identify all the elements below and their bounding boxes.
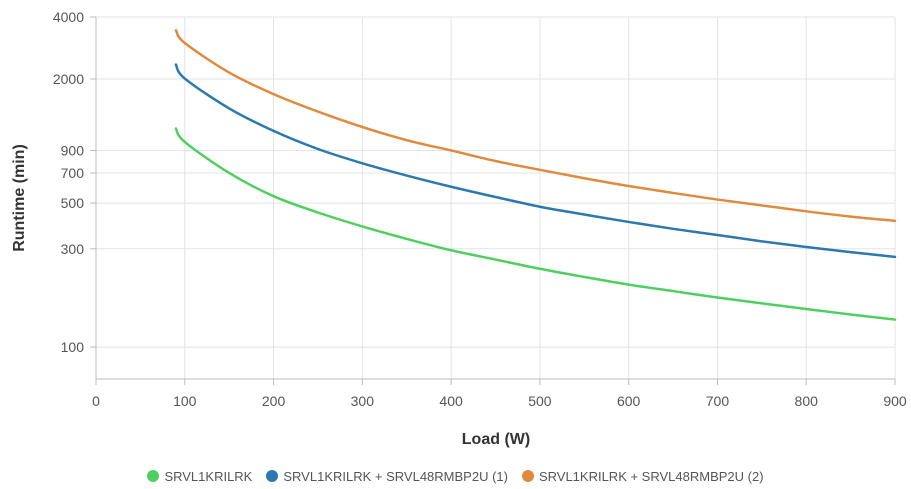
legend-label: SRVL1KRILRK + SRVL48RMBP2U (1) <box>283 468 508 484</box>
x-tick-label: 500 <box>528 393 552 409</box>
y-tick-label: 300 <box>61 241 85 257</box>
x-tick-label: 800 <box>795 393 819 409</box>
series-line-2[interactable] <box>174 63 897 259</box>
y-tick-label: 500 <box>61 195 85 211</box>
grid <box>96 16 896 379</box>
x-tick-label: 0 <box>92 393 100 409</box>
y-tick-label: 2000 <box>53 71 84 87</box>
series-line-1[interactable] <box>174 127 897 321</box>
y-axis-title: Runtime (min) <box>11 144 28 252</box>
legend-dot-icon <box>521 470 534 482</box>
chart-area: 0 100 200 300 400 500 600 700 800 900 100 300 500 700… <box>11 9 907 448</box>
x-tick-label: 700 <box>706 393 730 409</box>
legend: SRVL1KRILRK SRVL1KRILRK + SRVL48RMBP2U (1… <box>0 466 911 486</box>
x-tick-label: 900 <box>883 393 907 409</box>
legend-label: SRVL1KRILRK + SRVL48RMBP2U (2) <box>538 468 764 484</box>
y-tick-label: 700 <box>61 165 85 181</box>
legend-label: SRVL1KRILRK <box>164 468 253 484</box>
y-tick-label: 4000 <box>53 9 84 25</box>
legend-dot-icon <box>147 470 160 482</box>
y-tick-label: 100 <box>61 339 85 355</box>
x-tick-label: 400 <box>439 393 463 409</box>
x-tick-label: 600 <box>617 393 641 409</box>
y-tick-label: 900 <box>61 142 85 158</box>
legend-item-1[interactable]: SRVL1KRILRK <box>147 469 252 484</box>
legend-item-3[interactable]: SRVL1KRILRK + SRVL48RMBP2U (2) <box>521 468 764 484</box>
series-line-3[interactable] <box>174 28 897 223</box>
axes <box>90 16 896 385</box>
x-tick-label: 100 <box>173 393 197 409</box>
legend-item-2[interactable]: SRVL1KRILRK + SRVL48RMBP2U (1) <box>266 469 508 484</box>
x-tick-label: 300 <box>351 393 375 409</box>
tick-labels: 0 100 200 300 400 500 600 700 800 900 100 300 500 700… <box>53 9 907 409</box>
legend-dot-icon <box>266 470 279 482</box>
x-axis-title: Load (W) <box>462 431 530 448</box>
series-lines <box>174 28 897 321</box>
x-tick-label: 200 <box>262 393 286 409</box>
